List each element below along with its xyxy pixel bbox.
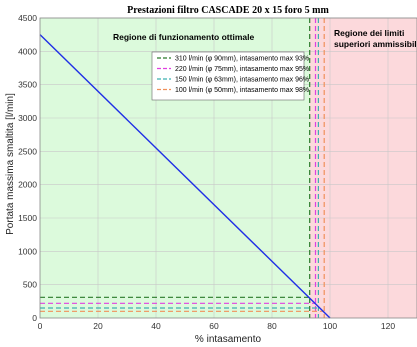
series-layer <box>40 18 325 318</box>
capacity-curve <box>39 34 331 319</box>
chart-title: Prestazioni filtro CASCADE 20 x 15 foro … <box>127 5 329 16</box>
x-tick-label-1: 20 <box>93 321 103 331</box>
legend-entry-3: 100 l/min (φ 50mm), intasamento max 98% <box>175 87 309 94</box>
x-axis-label: % intasamento <box>195 334 262 345</box>
y-tick-label-5: 2500 <box>18 146 37 156</box>
x-tick-label-5: 100 <box>323 321 337 331</box>
region-label-optimal: Regione di funzionamento ottimale <box>113 32 254 42</box>
grid-layer <box>40 17 417 318</box>
x-tick-label-6: 120 <box>381 321 395 331</box>
region-1 <box>309 18 417 318</box>
y-tick-label-7: 3500 <box>18 80 37 90</box>
y-tick-label-3: 1500 <box>18 213 37 223</box>
x-tick-label-4: 80 <box>267 321 277 331</box>
region-label-limits-line-0: Regione dei limiti <box>334 28 404 38</box>
y-tick-label-6: 3000 <box>18 113 37 123</box>
y-tick-label-1: 500 <box>23 280 37 290</box>
legend-entry-1: 220 l/min (φ 75mm), intasamento max 95% <box>175 66 309 73</box>
y-tick-label-2: 1000 <box>18 246 37 256</box>
ticks-layer: 0 20 40 60 80 100 120 0 500 1000 1500 2000 2500 3000 3… <box>18 13 395 331</box>
x-tick-label-0: 0 <box>38 321 43 331</box>
y-tick-label-4: 2000 <box>18 180 37 190</box>
legend-layer: 310 l/min (φ 90mm), intasamento max 93% 2… <box>151 51 309 101</box>
plot-frame <box>39 17 417 319</box>
labels-layer: Prestazioni filtro CASCADE 20 x 15 foro … <box>5 5 417 345</box>
curve-layer <box>39 34 331 319</box>
y-tick-label-8: 4000 <box>18 46 37 56</box>
region-label-limits-line-1: superiori ammissibili <box>334 39 417 49</box>
legend-box <box>151 51 305 101</box>
x-tick-label-3: 60 <box>209 321 219 331</box>
x-tick-label-2: 40 <box>151 321 161 331</box>
y-tick-label-9: 4500 <box>18 13 37 23</box>
y-tick-label-0: 0 <box>32 313 37 323</box>
y-axis-label: Portata massima smaltita [l/min] <box>5 93 16 235</box>
legend-entry-2: 150 l/min (φ 63mm), intasamento max 96% <box>175 77 309 84</box>
legend-entry-0: 310 l/min (φ 90mm), intasamento max 93% <box>175 56 309 63</box>
